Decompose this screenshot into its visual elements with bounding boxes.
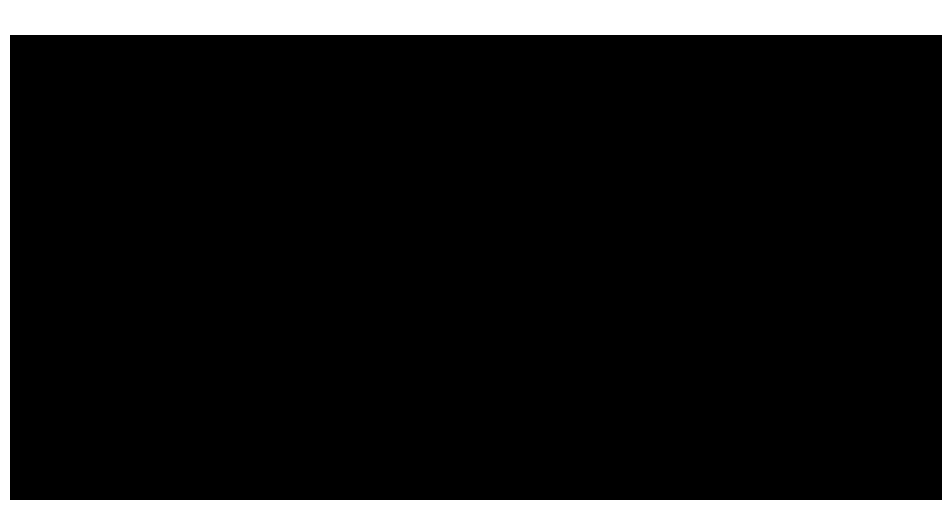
wordcloud-svg — [10, 35, 942, 500]
wordcloud-panel — [10, 35, 942, 500]
